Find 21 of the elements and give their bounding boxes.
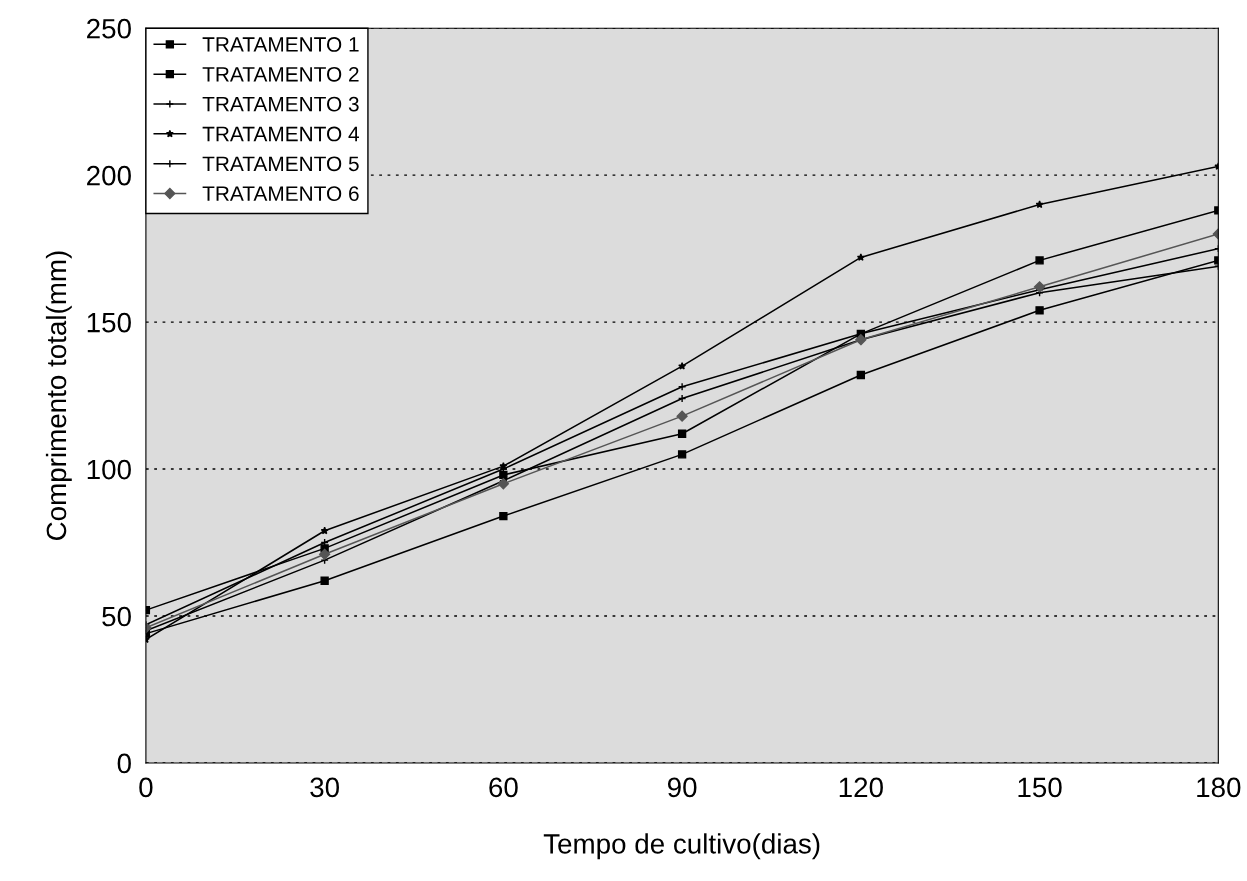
y-tick-label: 150 xyxy=(87,312,131,333)
legend-label: TRATAMENTO 6 xyxy=(202,186,359,202)
y-tick-label: 50 xyxy=(102,606,131,627)
x-tick-label: 30 xyxy=(310,777,339,798)
x-tick-label: 150 xyxy=(1018,777,1062,798)
y-tick-label: 200 xyxy=(87,165,131,186)
x-axis-title: Tempo de cultivo(dias) xyxy=(543,833,820,860)
legend-label: TRATAMENTO 4 xyxy=(202,126,359,142)
y-axis-title: Comprimento total(mm) xyxy=(45,251,72,541)
y-tick-label: 0 xyxy=(117,753,131,774)
y-tick-label: 250 xyxy=(87,18,131,39)
x-tick-label: 0 xyxy=(139,777,153,798)
y-tick-label: 100 xyxy=(87,459,131,480)
x-tick-label: 120 xyxy=(839,777,883,798)
x-tick-label: 180 xyxy=(1197,777,1241,798)
legend-label: TRATAMENTO 2 xyxy=(202,66,359,82)
legend-label: TRATAMENTO 5 xyxy=(202,156,359,172)
legend-label: TRATAMENTO 3 xyxy=(202,96,359,112)
legend-label: TRATAMENTO 1 xyxy=(202,37,359,52)
x-tick-label: 60 xyxy=(489,777,518,798)
x-tick-label: 90 xyxy=(667,777,697,798)
